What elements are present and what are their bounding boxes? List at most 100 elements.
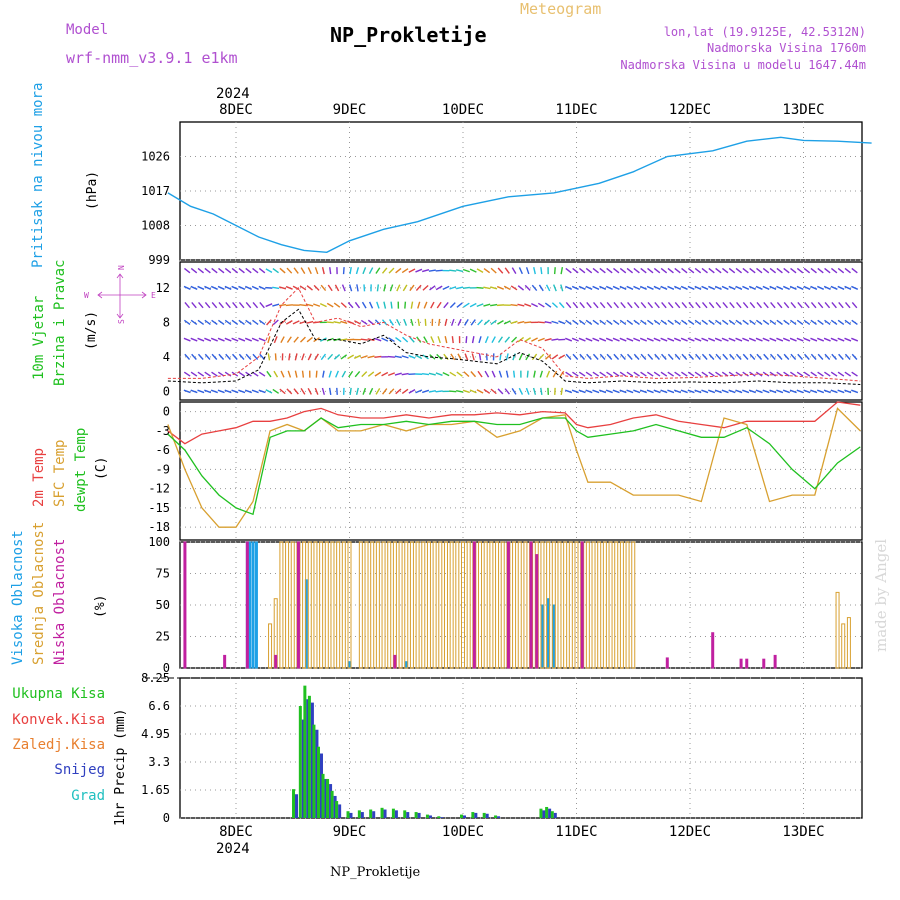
- wind-arrow: [224, 267, 232, 274]
- wind-arrow: [660, 389, 668, 394]
- y-tick-label: 0: [163, 384, 170, 398]
- wind-arrow: [292, 320, 300, 325]
- wind-arrow: [293, 267, 299, 274]
- wind-arrow: [639, 285, 647, 290]
- wind-arrow: [756, 353, 763, 360]
- wind-arrow: [259, 301, 265, 309]
- cloud-bar: [302, 541, 307, 669]
- wind-arrow: [518, 387, 524, 395]
- wind-arrow: [456, 390, 464, 393]
- cloud-bar: [591, 541, 596, 669]
- wind-arrow: [333, 354, 341, 360]
- wind-arrow: [626, 267, 634, 274]
- wind-arrow: [245, 285, 252, 290]
- wind-arrow: [293, 336, 299, 343]
- cloud-bar: [268, 623, 273, 669]
- precip-unit: 1hr Precip (mm): [113, 709, 128, 826]
- wind-arrow: [306, 303, 314, 307]
- wind-arrow: [183, 285, 191, 290]
- wind-arrow: [517, 285, 525, 291]
- wind-arrow: [483, 319, 490, 326]
- cloud-bar: [500, 541, 505, 669]
- wind-arrow: [231, 337, 239, 342]
- wind-arrow: [435, 285, 443, 291]
- cloud-bar: [387, 541, 392, 669]
- cloud-bar: [665, 657, 669, 669]
- wind-arrow: [579, 353, 586, 360]
- wind-arrow: [728, 337, 736, 342]
- wind-arrow: [851, 389, 859, 394]
- wind-arrow: [326, 302, 334, 308]
- wind-unit: (m/s): [84, 311, 99, 350]
- wind-arrow: [231, 319, 239, 325]
- wind-frame: [179, 261, 863, 401]
- wind-arrow: [524, 337, 532, 343]
- cloud-bar: [324, 541, 329, 669]
- cloud-bar: [313, 541, 318, 669]
- wind-arrow: [478, 336, 482, 344]
- wind-arrow: [735, 337, 743, 342]
- wind-arrow: [463, 371, 470, 378]
- wind-arrow: [572, 371, 579, 377]
- precip-bar-total: [321, 773, 325, 818]
- wind-arrow: [496, 285, 504, 290]
- wind-arrow: [238, 285, 246, 290]
- cloud-bar: [392, 541, 397, 669]
- wind-gust-line: [167, 287, 861, 382]
- wind-arrow: [197, 285, 205, 290]
- wind-arrow: [790, 301, 797, 309]
- cloud-bar: [506, 541, 510, 669]
- temperature-panel: 2m Temp SFC Temp dewpt Temp (C) 0 -3 -6 -9 -…: [31, 401, 861, 534]
- precip-legend-grad: Grad: [71, 788, 105, 804]
- cloud-bar: [614, 541, 619, 669]
- precip-bar-total: [550, 811, 554, 818]
- wind-arrow: [415, 284, 422, 291]
- wind-arrow: [266, 319, 272, 326]
- wind-arrow: [409, 284, 415, 292]
- precip-bar-snow: [406, 812, 410, 818]
- cloud-bar: [279, 541, 284, 669]
- wind-arrow: [417, 318, 421, 326]
- wind-arrow: [578, 319, 586, 325]
- wind-label-1: 10m Vjetar: [31, 296, 47, 380]
- wind-arrow: [558, 320, 566, 325]
- wind-arrow: [721, 285, 729, 290]
- wind-arrow: [619, 337, 627, 342]
- wind-arrow: [606, 319, 613, 325]
- wind-arrow: [491, 370, 496, 378]
- wind-arrow: [437, 336, 441, 344]
- wind-arrow: [503, 285, 511, 291]
- wind-arrow: [605, 389, 613, 394]
- wind-arrow: [789, 337, 797, 342]
- y-tick-label: 1017: [141, 184, 170, 198]
- wind-arrow: [408, 268, 416, 273]
- wind-arrow: [238, 267, 245, 274]
- wind-arrow: [512, 370, 516, 378]
- y-tick-label: 4.95: [141, 727, 170, 741]
- wind-arrow: [660, 337, 668, 342]
- wind-arrow: [592, 267, 599, 274]
- cloud-bar: [381, 541, 386, 669]
- top-day-label: 12DEC: [669, 102, 711, 118]
- wind-arrow: [238, 353, 245, 360]
- bottom-day-labels: 8DEC 9DEC 10DEC 11DEC 12DEC 13DEC: [219, 824, 824, 840]
- wind-arrow: [646, 389, 654, 394]
- wind-arrow: [286, 388, 293, 395]
- wind-arrow: [484, 336, 489, 344]
- wind-arrow: [749, 319, 756, 325]
- wind-arrow: [361, 371, 368, 378]
- precip-bars: [292, 685, 557, 818]
- wind-arrow: [687, 285, 695, 290]
- wind-arrow: [742, 371, 749, 377]
- cloud-bar: [546, 598, 550, 669]
- precip-legend-freezing: Zaledj.Kisa: [12, 737, 105, 753]
- wind-arrow: [722, 353, 729, 360]
- wind-arrow: [661, 301, 667, 309]
- pressure-label: Pritisak na nivou mora: [30, 83, 46, 268]
- wind-arrow: [476, 303, 484, 308]
- wind-arrow: [244, 337, 252, 342]
- wind-arrow: [403, 318, 408, 326]
- wind-arrow: [477, 370, 483, 378]
- wind-arrow: [755, 285, 763, 290]
